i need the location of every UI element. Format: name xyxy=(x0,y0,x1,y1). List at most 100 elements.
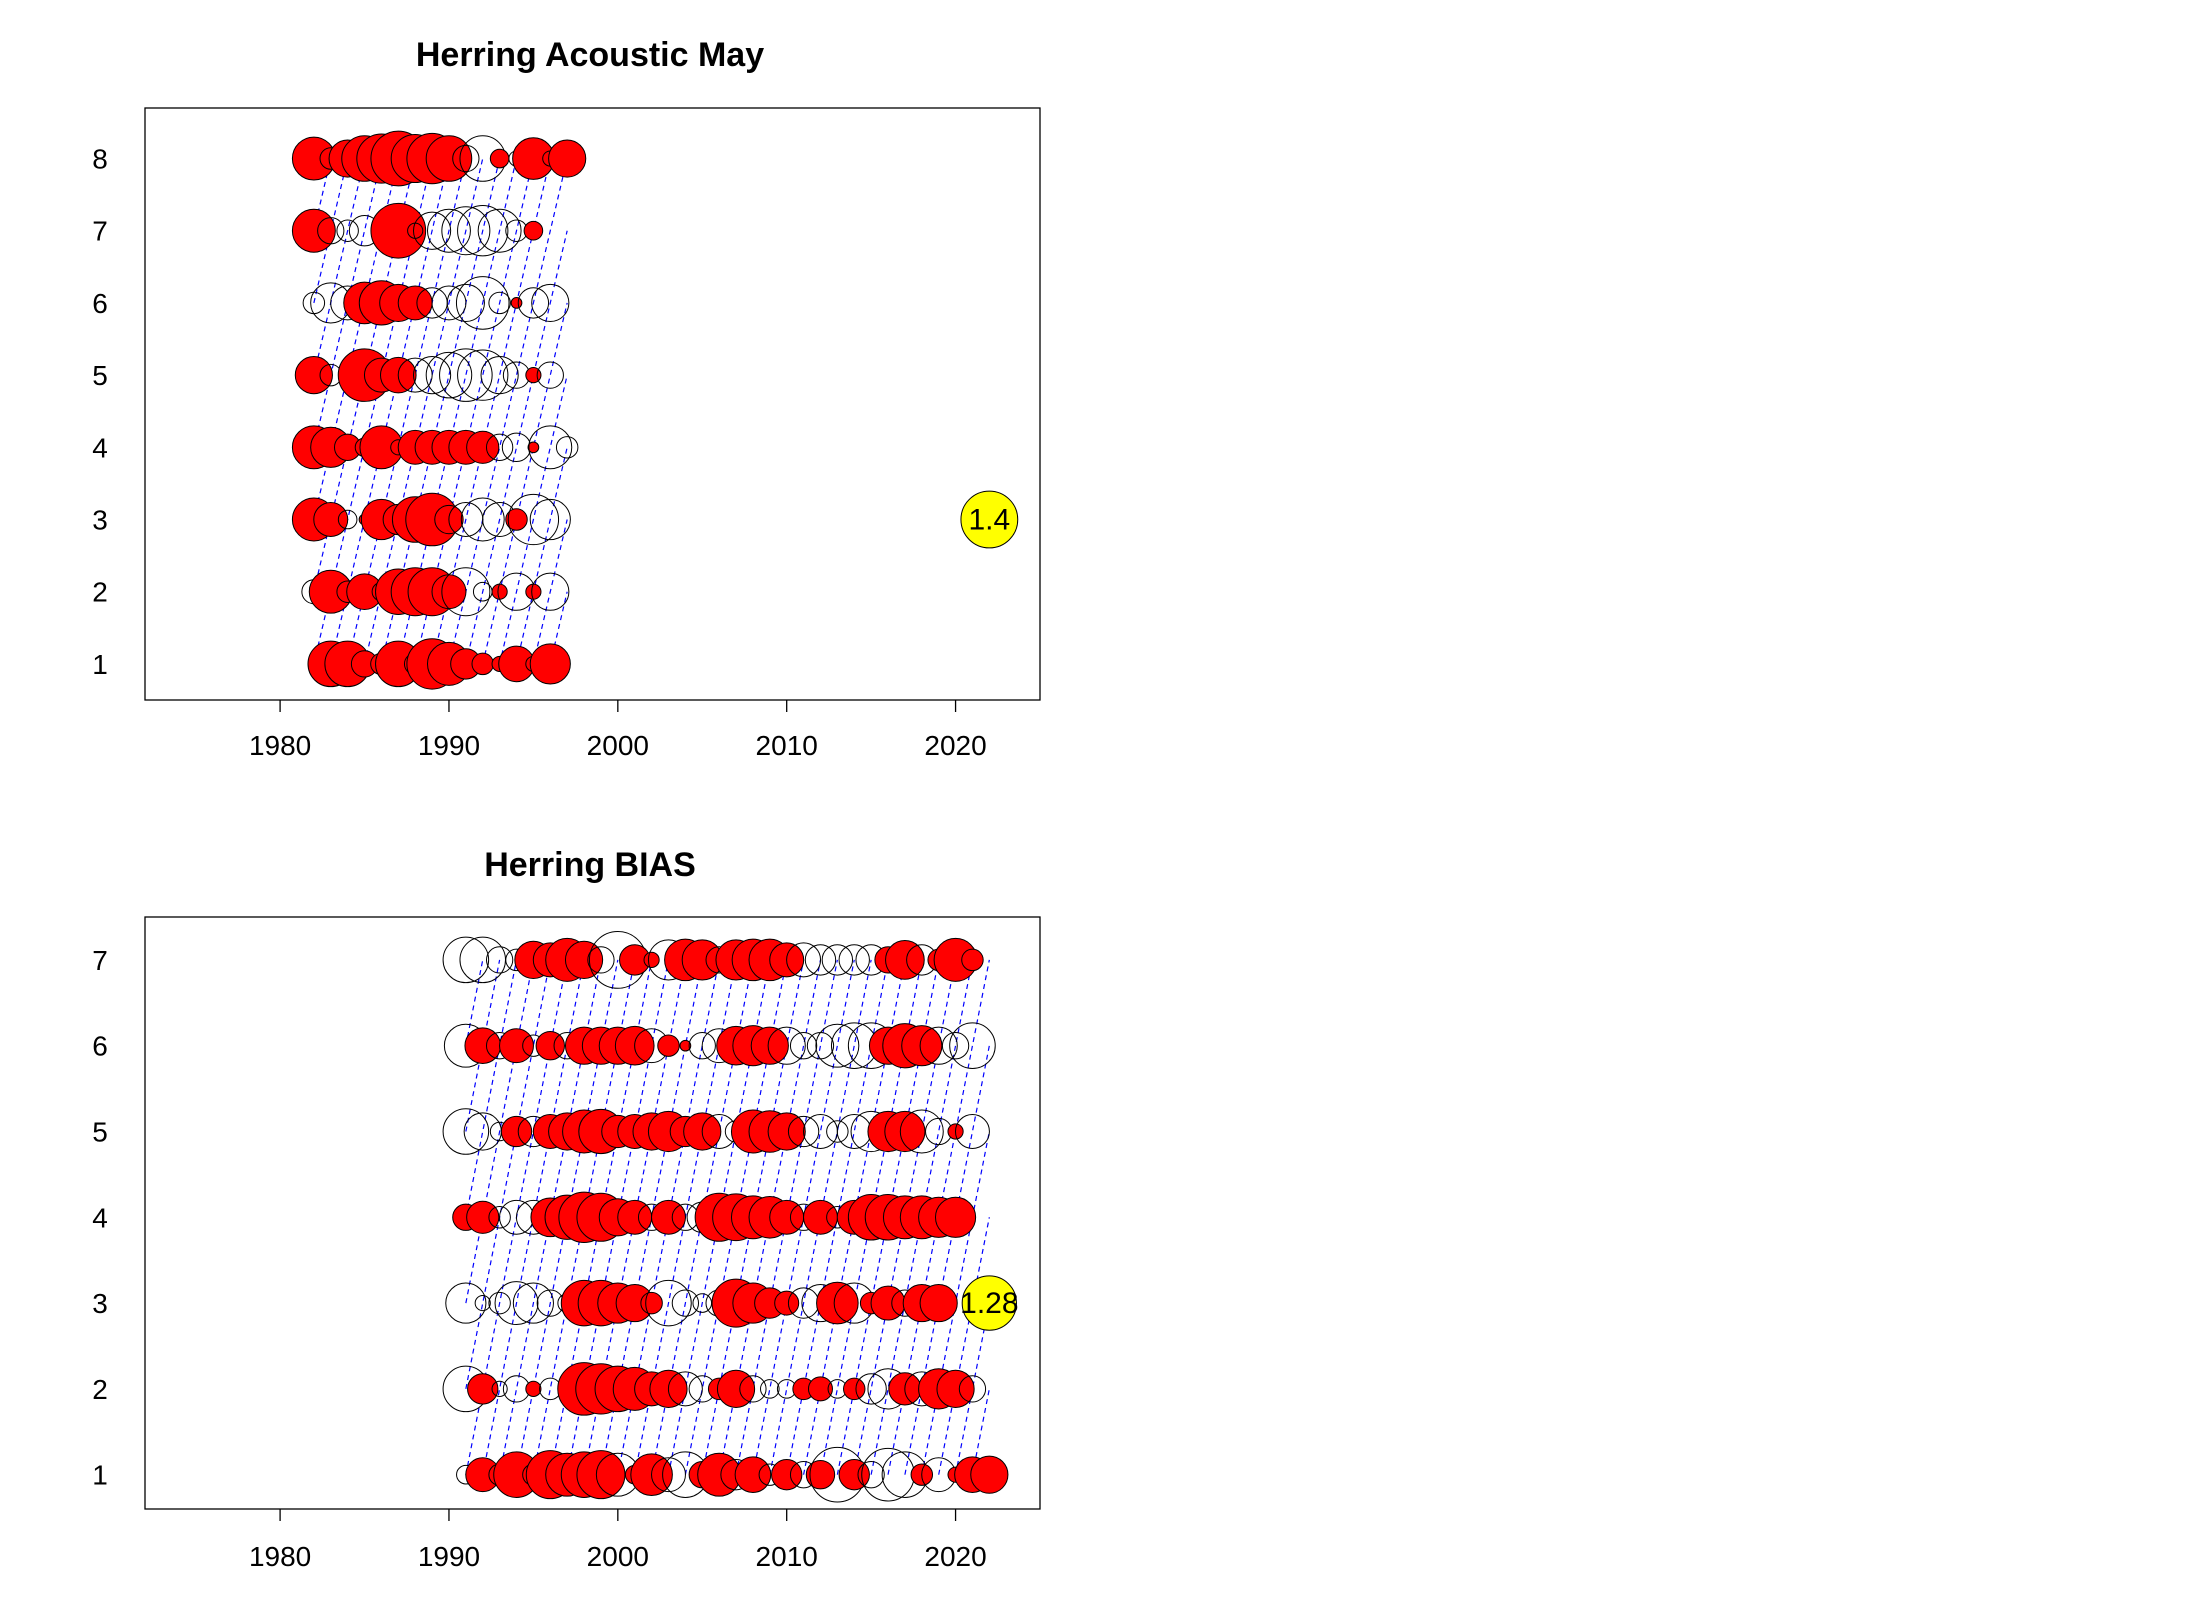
bubble-negative xyxy=(488,1206,511,1229)
bubble-negative xyxy=(517,287,550,319)
bubble-positive xyxy=(643,951,660,968)
cohort-line xyxy=(397,158,518,665)
bubble-negative xyxy=(667,1371,703,1407)
bubble-layer: 1.4 xyxy=(291,130,1019,690)
x-tick-label: 2010 xyxy=(756,730,818,761)
bubble-negative xyxy=(442,936,490,984)
x-tick-label: 1980 xyxy=(249,1541,311,1572)
bubble-negative xyxy=(855,1373,887,1405)
bubble-negative xyxy=(317,217,345,245)
bubble-positive xyxy=(934,1196,977,1238)
cohort-line xyxy=(515,447,568,665)
cohort-line xyxy=(465,959,501,1132)
y-tick-label: 5 xyxy=(92,1116,108,1147)
bubble-positive xyxy=(527,441,540,454)
bubble-positive xyxy=(807,1376,833,1402)
bubble-negative xyxy=(488,291,511,315)
bubble-negative xyxy=(941,1032,970,1060)
bubble-negative xyxy=(485,946,514,974)
cohort-line xyxy=(465,959,484,1046)
y-tick-label: 1 xyxy=(92,649,108,680)
cohort-line xyxy=(380,158,501,665)
bubble-negative xyxy=(838,944,870,976)
y-tick-label: 4 xyxy=(92,432,108,463)
cohort-line xyxy=(414,158,534,665)
axes: 1980 1990 2000 2010 2020 1 2 3 4 5 6 7 8 xyxy=(92,144,987,761)
bubble-negative xyxy=(587,946,615,974)
cohort-line xyxy=(532,519,568,665)
bubble-positive xyxy=(961,948,984,972)
bubble-positive xyxy=(425,135,473,182)
bubble-negative xyxy=(501,432,532,463)
cohort-line xyxy=(482,302,568,665)
cohort-line xyxy=(363,158,484,665)
reference-bubble xyxy=(960,490,1019,549)
bubble-negative xyxy=(439,348,493,402)
cohort-line xyxy=(954,1302,990,1475)
bubble-positive xyxy=(919,1283,958,1323)
bubble-negative xyxy=(507,493,560,546)
bubble-positive xyxy=(970,1455,1009,1494)
bubble-negative xyxy=(474,1294,491,1312)
bubble-positive xyxy=(370,202,427,259)
bubble-negative xyxy=(431,285,467,321)
axes: 1980 1990 2000 2010 2020 1 2 3 4 5 6 7 xyxy=(92,945,987,1572)
y-tick-label: 7 xyxy=(92,945,108,976)
bubble-negative xyxy=(426,208,471,253)
bubble-positive xyxy=(523,220,544,241)
bubble-negative xyxy=(760,1379,780,1399)
bubble-negative xyxy=(555,436,579,459)
bubble-positive xyxy=(716,1369,756,1408)
bubble-positive xyxy=(471,652,494,676)
bubble-negative xyxy=(412,356,452,395)
cohort-line xyxy=(465,230,568,665)
bubble-negative xyxy=(899,1109,944,1154)
bubble-positive xyxy=(500,1115,533,1148)
cohort-line xyxy=(465,959,534,1304)
bubble-negative xyxy=(477,208,522,253)
cohort-line xyxy=(971,1388,990,1475)
bubble-positive xyxy=(529,643,571,685)
bubble-negative xyxy=(949,1022,996,1069)
bubble-negative xyxy=(651,1457,686,1493)
chart-title: Herring Acoustic May xyxy=(416,36,764,74)
bubble-positive xyxy=(505,508,528,531)
bubble-positive xyxy=(843,1377,866,1401)
bubble-negative xyxy=(786,942,822,978)
y-tick-label: 6 xyxy=(92,1031,108,1062)
bubble-positive xyxy=(510,297,523,309)
bubble-positive xyxy=(466,1200,500,1234)
x-tick-label: 2020 xyxy=(924,1541,986,1572)
cohort-line xyxy=(431,158,551,665)
plot-frame xyxy=(144,107,1041,701)
bubble-negative xyxy=(739,1375,767,1403)
bubble-negative xyxy=(529,498,571,541)
chart-title: Herring BIAS xyxy=(484,846,696,884)
bubble-positive xyxy=(564,940,604,979)
bubble-positive xyxy=(548,139,587,178)
bubble-negative xyxy=(457,205,509,257)
y-tick-label: 3 xyxy=(92,505,108,536)
bubble-positive xyxy=(771,1459,803,1491)
bubble-negative xyxy=(531,283,570,323)
bubble-positive xyxy=(525,1380,542,1397)
y-tick-label: 2 xyxy=(92,577,108,608)
bubble-positive xyxy=(816,1281,859,1325)
bubble-negative xyxy=(441,567,491,617)
bubble-negative xyxy=(336,219,359,242)
x-tick-label: 2000 xyxy=(587,1541,649,1572)
cohort-line xyxy=(465,959,518,1218)
bubble-negative xyxy=(472,581,493,602)
bubble-positive xyxy=(767,1112,806,1151)
bubble-negative xyxy=(441,206,491,256)
bubble-positive xyxy=(734,1456,772,1493)
bubble-positive xyxy=(651,1199,686,1235)
x-tick-label: 2000 xyxy=(587,730,649,761)
bubble-negative xyxy=(815,1023,860,1068)
bubble-positive xyxy=(750,1026,789,1065)
x-tick-label: 1980 xyxy=(249,730,311,761)
bubble-positive xyxy=(774,1290,800,1316)
bubble-positive xyxy=(499,1028,534,1064)
bubble-positive xyxy=(467,1373,499,1405)
